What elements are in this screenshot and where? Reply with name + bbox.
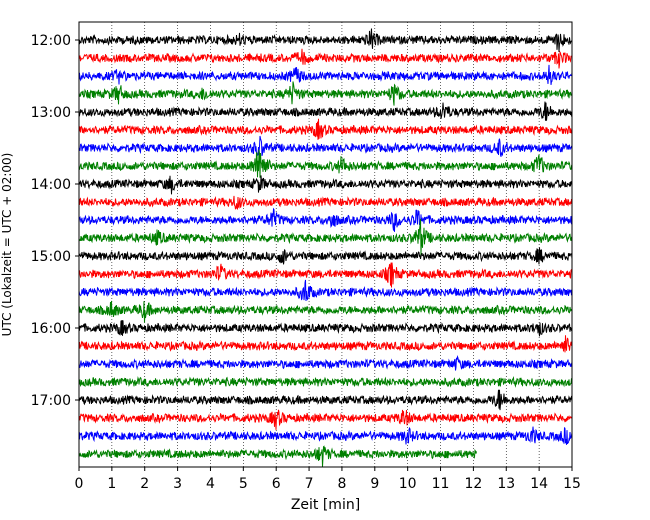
- trace-line-18: [78, 355, 573, 371]
- trace-line-19: [78, 375, 573, 388]
- trace-line-2: [79, 64, 573, 85]
- x-tick-label: 14: [530, 476, 548, 492]
- x-tick-label: 10: [399, 476, 417, 492]
- trace-line-1: [78, 48, 573, 69]
- x-tick-label: 8: [337, 476, 346, 492]
- trace-line-7: [78, 149, 573, 178]
- x-tick-label: 0: [75, 476, 84, 492]
- trace-line-13: [78, 262, 573, 288]
- x-axis-ticks: 0 1 2 3 4 5 6 7 8 9 10 11 12 13 14 15: [75, 467, 581, 492]
- y-axis-label: UTC (Lokalzeit = UTC + 02:00): [0, 153, 14, 337]
- vertical-grid: [111, 22, 540, 467]
- x-tick-label: 9: [370, 476, 379, 492]
- x-tick-label: 15: [563, 476, 581, 492]
- x-tick-label: 13: [497, 476, 515, 492]
- y-tick-label: 16:00: [31, 321, 71, 337]
- trace-line-16: [78, 319, 573, 337]
- trace-line-4: [78, 101, 573, 121]
- trace-line-10: [78, 207, 573, 232]
- x-tick-label: 2: [140, 476, 149, 492]
- trace-line-14: [78, 279, 573, 302]
- x-axis-label: Zeit [min]: [291, 497, 360, 513]
- trace-line-11: [78, 218, 573, 256]
- trace-line-6: [78, 135, 573, 157]
- x-tick-label: 7: [305, 476, 314, 492]
- y-tick-label: 15:00: [31, 249, 71, 265]
- seismic-traces: [78, 28, 573, 467]
- x-tick-label: 4: [206, 476, 215, 492]
- y-tick-label: 12:00: [31, 33, 71, 49]
- y-tick-label: 17:00: [31, 393, 71, 409]
- y-tick-label: 14:00: [31, 177, 71, 193]
- x-tick-label: 1: [107, 476, 116, 492]
- trace-line-12: [78, 247, 573, 265]
- trace-line-5: [78, 118, 573, 140]
- trace-line-22: [78, 426, 573, 445]
- trace-line-17: [78, 335, 573, 353]
- trace-line-23: [78, 445, 477, 467]
- trace-line-20: [78, 389, 573, 411]
- x-tick-label: 6: [272, 476, 281, 492]
- trace-line-15: [78, 300, 573, 323]
- x-tick-label: 12: [464, 476, 482, 492]
- trace-line-8: [78, 175, 573, 195]
- trace-line-0: [78, 28, 573, 53]
- trace-line-21: [78, 409, 573, 430]
- x-tick-label: 3: [173, 476, 182, 492]
- x-tick-label: 5: [239, 476, 248, 492]
- x-tick-label: 11: [432, 476, 450, 492]
- y-axis-ticks: 12:00 13:00 14:00 15:00 16:00 17:00: [31, 33, 79, 409]
- trace-line-9: [78, 195, 573, 210]
- trace-line-3: [78, 81, 573, 106]
- y-tick-label: 13:00: [31, 105, 71, 121]
- plot-frame: [78, 21, 573, 468]
